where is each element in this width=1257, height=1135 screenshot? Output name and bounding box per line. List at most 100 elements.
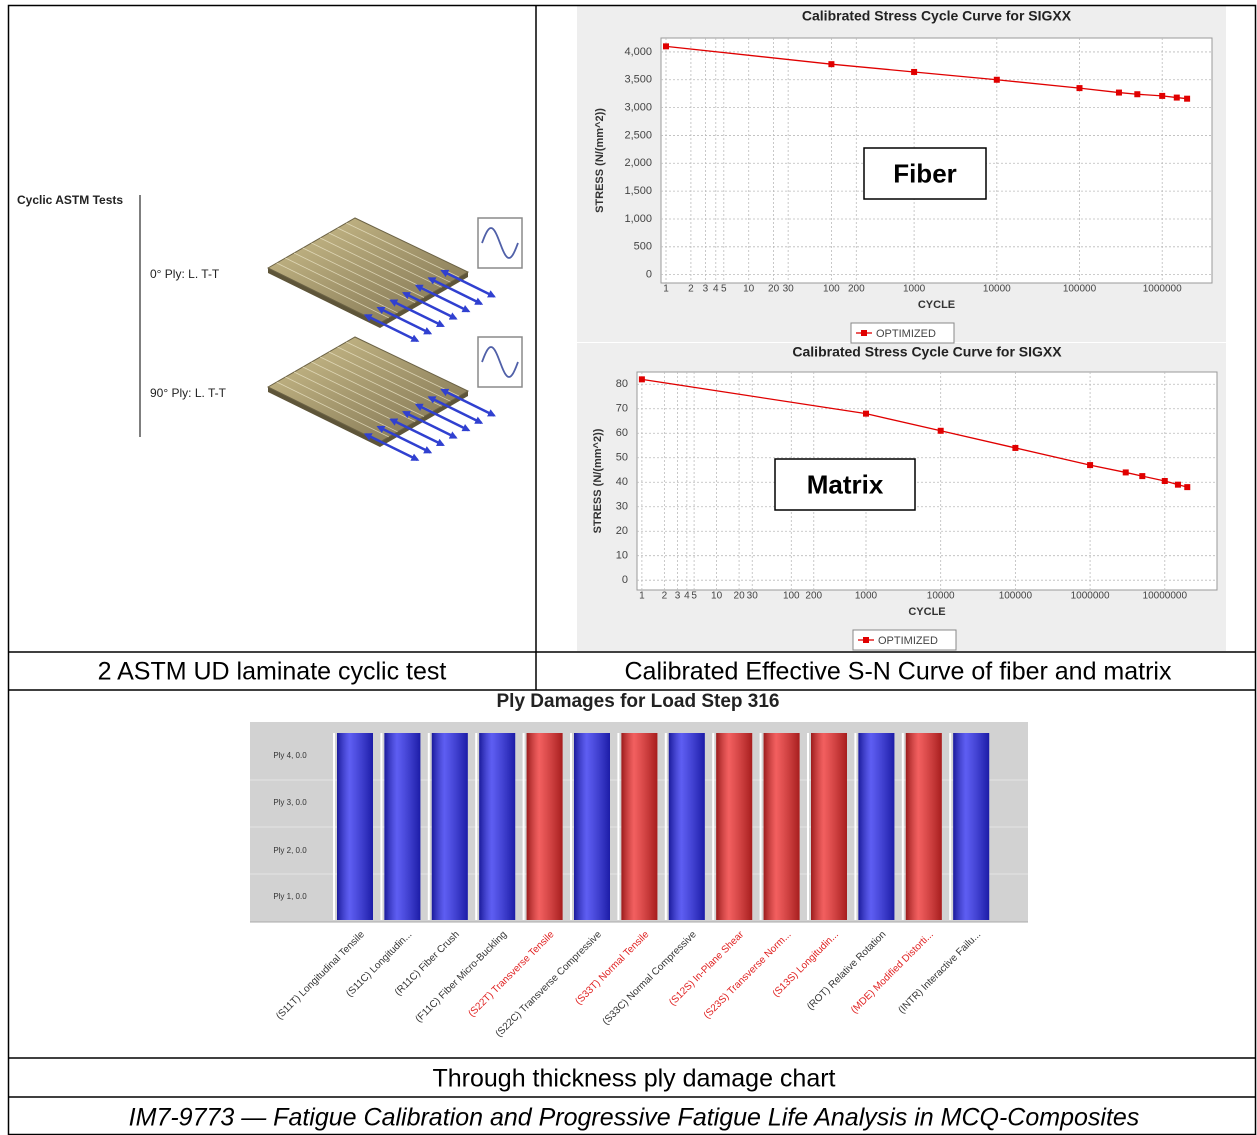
x-tick-label: 2 (662, 591, 668, 602)
x-tick-label: 20 (734, 591, 746, 602)
chart-title: Calibrated Stress Cycle Curve for SIGXX (792, 344, 1062, 360)
data-point (938, 428, 944, 434)
x-tick-label: 1000000 (1071, 591, 1110, 602)
damage-title: Ply Damages for Load Step 316 (497, 691, 780, 712)
x-tick-label: 10 (743, 284, 755, 295)
column-shade (716, 733, 752, 920)
y-tick-label: 40 (616, 476, 628, 488)
x-tick-label: 100000 (999, 591, 1033, 602)
data-point (1175, 482, 1181, 488)
x-tick-label: 10 (711, 591, 723, 602)
y-tick-label: 50 (616, 452, 628, 464)
ply-row-label: Ply 3, 0.0 (273, 798, 307, 807)
x-tick-label: 5 (691, 591, 697, 602)
x-tick-label: 4 (684, 591, 690, 602)
x-tick-label: 1000 (903, 284, 926, 295)
column-shade (479, 733, 515, 920)
x-tick-label: 5 (721, 284, 727, 295)
x-tick-label: 100 (783, 591, 800, 602)
ply-row-label: Ply 4, 0.0 (273, 751, 307, 760)
x-tick-label: 2 (688, 284, 694, 295)
x-tick-label: 3 (675, 591, 681, 602)
y-tick-label: 70 (616, 403, 628, 415)
x-tick-label: 4 (713, 284, 719, 295)
column-shade (527, 733, 563, 920)
x-tick-label: 1 (663, 284, 669, 295)
annotation: Fiber (893, 158, 957, 188)
caption: Through thickness ply damage chart (433, 1065, 836, 1093)
data-point (863, 411, 869, 417)
y-tick-label: 3,500 (624, 74, 652, 86)
diagram-title: Cyclic ASTM Tests (17, 193, 123, 207)
column-shade (858, 733, 894, 920)
data-point (1012, 445, 1018, 451)
x-tick-label: 10000000 (1143, 591, 1188, 602)
x-axis-label: CYCLE (918, 299, 955, 311)
data-point (1116, 90, 1122, 96)
x-tick-label: 200 (805, 591, 822, 602)
x-tick-label: 100 (823, 284, 840, 295)
page: Cyclic ASTM Tests 0° Ply: L. T-T 90° Ply… (0, 0, 1257, 1135)
y-tick-label: 1,000 (624, 213, 652, 225)
data-point (1162, 478, 1168, 484)
y-axis-label: STRESS (N/(mm^2)) (594, 108, 606, 213)
y-tick-label: 30 (616, 501, 628, 513)
x-tick-label: 1 (639, 591, 645, 602)
ply-label: 0° Ply: L. T-T (150, 267, 220, 281)
x-tick-label: 3 (703, 284, 709, 295)
y-tick-label: 60 (616, 427, 628, 439)
x-tick-label: 10000 (927, 591, 955, 602)
chart-title: Calibrated Stress Cycle Curve for SIGXX (802, 8, 1072, 24)
column-shade (337, 733, 373, 920)
x-axis-label: CYCLE (908, 606, 945, 618)
footer: IM7-9773 — Fatigue Calibration and Progr… (129, 1104, 1140, 1132)
column-shade (906, 733, 942, 920)
x-tick-label: 1000 (855, 591, 878, 602)
ply-label: 90° Ply: L. T-T (150, 386, 227, 400)
x-tick-label: 20 (768, 284, 780, 295)
y-tick-label: 2,500 (624, 129, 652, 141)
data-point (1077, 85, 1083, 91)
column-shade (621, 733, 657, 920)
column-shade (764, 733, 800, 920)
caption: 2 ASTM UD laminate cyclic test (98, 658, 447, 686)
column-shade (669, 733, 705, 920)
x-tick-label: 10000 (983, 284, 1011, 295)
column-shade (574, 733, 610, 920)
data-point (639, 376, 645, 382)
x-tick-label: 100000 (1063, 284, 1097, 295)
annotation: Matrix (807, 469, 884, 499)
y-tick-label: 4,000 (624, 46, 652, 58)
y-tick-label: 500 (634, 241, 652, 253)
legend-label: OPTIMIZED (878, 635, 938, 647)
data-point (1087, 462, 1093, 468)
column-shade (432, 733, 468, 920)
y-tick-label: 1,500 (624, 185, 652, 197)
data-point (828, 61, 834, 67)
plot-area (637, 372, 1217, 590)
data-point (1159, 93, 1165, 99)
y-axis-label: STRESS (N/(mm^2)) (592, 428, 604, 533)
y-tick-label: 0 (622, 574, 628, 586)
data-point (994, 77, 1000, 83)
legend-marker (861, 330, 867, 336)
figure: Cyclic ASTM Tests 0° Ply: L. T-T 90° Ply… (0, 0, 1257, 1135)
data-point (663, 43, 669, 49)
data-point (1139, 473, 1145, 479)
data-point (911, 69, 917, 75)
data-point (1174, 95, 1180, 101)
column-shade (811, 733, 847, 920)
legend-label: OPTIMIZED (876, 328, 936, 340)
data-point (1134, 91, 1140, 97)
y-tick-label: 0 (646, 269, 652, 281)
y-tick-label: 3,000 (624, 102, 652, 114)
ply-row-label: Ply 2, 0.0 (273, 846, 307, 855)
y-tick-label: 2,000 (624, 157, 652, 169)
column-shade (384, 733, 420, 920)
ply-row-label: Ply 1, 0.0 (273, 892, 307, 901)
data-point (1184, 484, 1190, 490)
y-tick-label: 20 (616, 525, 628, 537)
x-tick-label: 200 (848, 284, 865, 295)
data-point (1184, 96, 1190, 102)
legend-marker (863, 637, 869, 643)
